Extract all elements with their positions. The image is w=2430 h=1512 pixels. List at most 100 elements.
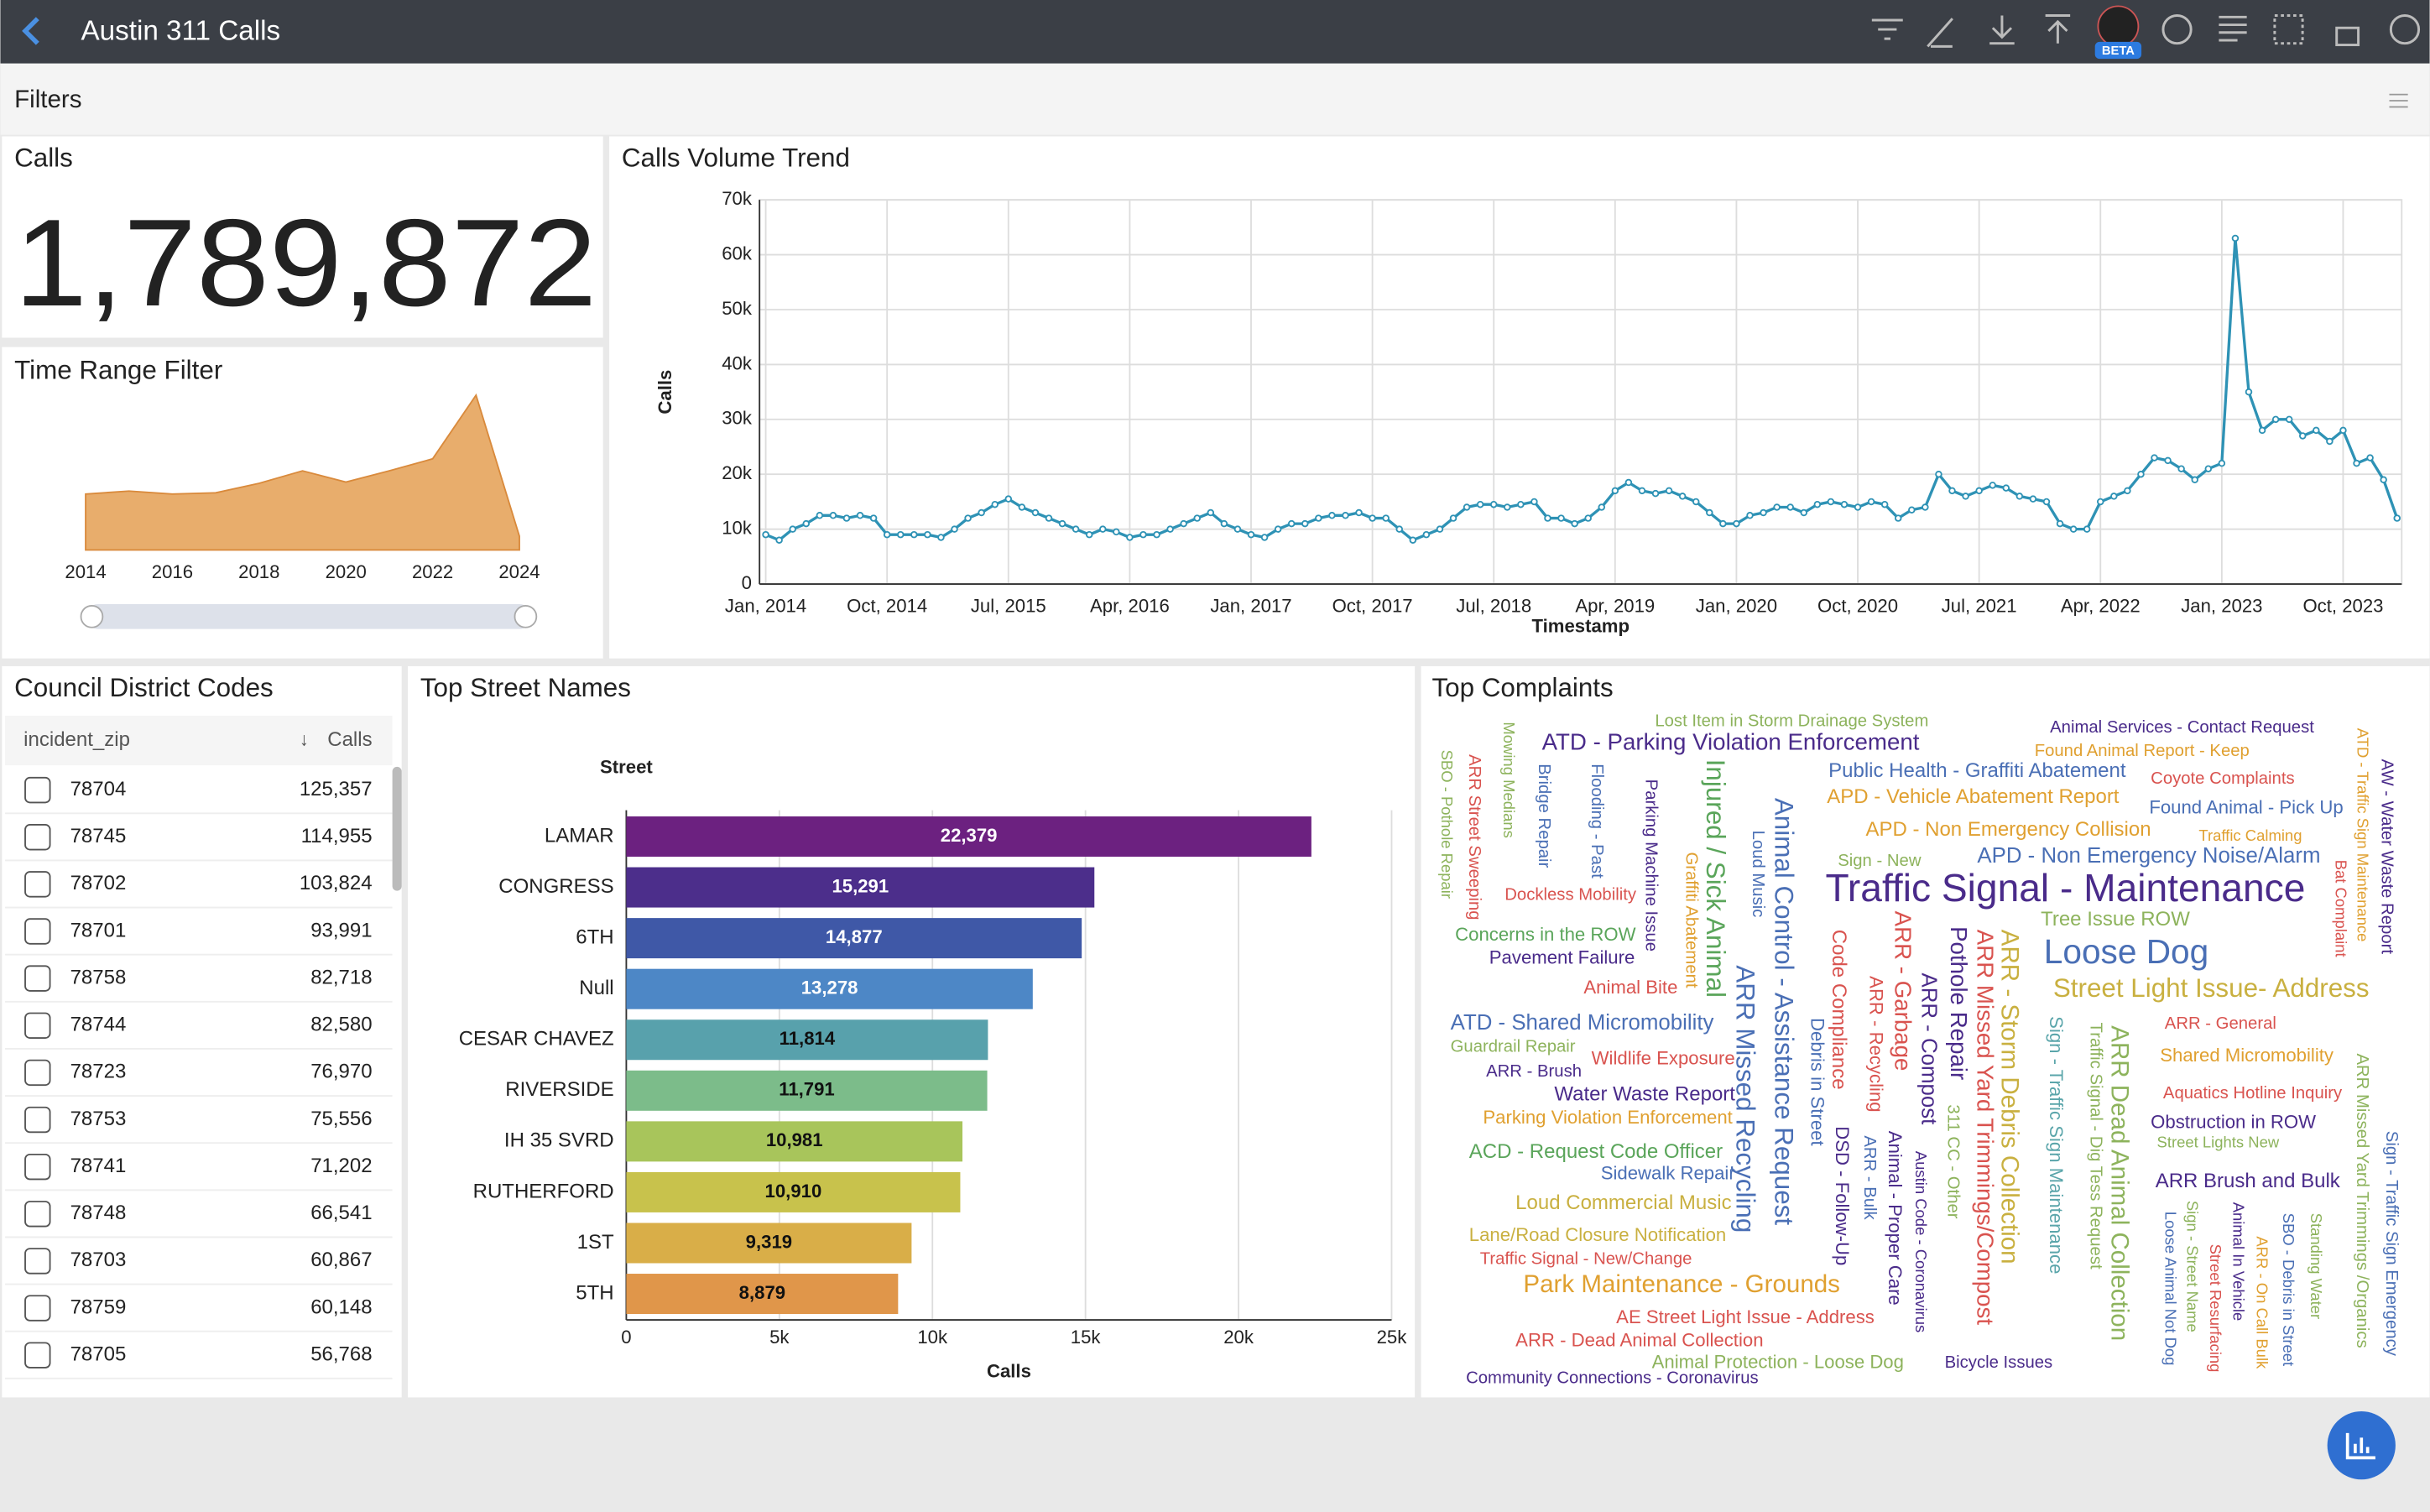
point — [896, 530, 905, 539]
point — [842, 514, 851, 522]
slider-handle[interactable] — [514, 604, 538, 628]
point — [1301, 519, 1309, 528]
word: Mowing Medians — [1500, 722, 1518, 837]
point — [1247, 530, 1255, 539]
x-tick-label: 10k — [917, 1327, 948, 1348]
word: Obstruction in ROW — [2151, 1111, 2316, 1132]
point — [1504, 503, 1511, 511]
checkbox[interactable] — [24, 1295, 51, 1322]
word: ARR Dead Animal Collection — [2106, 1025, 2134, 1341]
checkbox[interactable] — [24, 1201, 51, 1228]
x-tick-label: 5k — [769, 1327, 790, 1348]
word: Traffic Signal - Maintenance — [1825, 866, 2305, 910]
checkbox[interactable] — [24, 776, 51, 804]
checkbox[interactable] — [24, 1342, 51, 1369]
point — [2366, 454, 2374, 461]
list-icon[interactable] — [2219, 15, 2247, 42]
y-axis-title: Street — [600, 757, 653, 778]
district-table: Council District Codes incident_zip ↓ Calls… — [5, 673, 393, 1379]
panel-title: Time Range Filter — [14, 355, 222, 384]
checkbox[interactable] — [24, 1106, 51, 1134]
point — [2124, 487, 2131, 495]
checkbox[interactable] — [24, 824, 51, 851]
word: Pavement Failure — [1489, 947, 1635, 968]
word: Traffic Signal - Dig Tess Request — [2086, 1023, 2104, 1270]
back-button[interactable] — [22, 17, 39, 45]
lock-icon[interactable] — [2335, 26, 2360, 47]
point — [1463, 503, 1471, 511]
scrollbar[interactable] — [392, 766, 402, 891]
grid-icon[interactable] — [2273, 13, 2304, 45]
point — [1746, 512, 1754, 519]
column-header: incident_zip — [23, 728, 130, 751]
word: ARR Missed Yard Trimmings /Organics — [2353, 1053, 2371, 1348]
point — [1517, 500, 1525, 508]
point — [1908, 506, 1916, 514]
point — [1072, 525, 1080, 533]
point — [762, 530, 769, 539]
panel-title: Calls Volume Trend — [622, 143, 850, 172]
point — [1557, 514, 1565, 522]
x-tick-label: Jul, 2015 — [971, 596, 1046, 617]
bar — [626, 1121, 963, 1162]
word: SBO - Pothole Repair — [1438, 750, 1456, 899]
y-tick-label: 10k — [722, 517, 753, 538]
y-tick-label: 40k — [722, 352, 753, 373]
checkbox[interactable] — [24, 918, 51, 945]
panel-title: Council District Codes — [14, 673, 274, 702]
globe-icon[interactable] — [2161, 13, 2193, 45]
point — [924, 530, 931, 539]
table-header — [5, 715, 393, 766]
checkbox[interactable] — [24, 1012, 51, 1039]
point — [2218, 459, 2226, 467]
checkbox[interactable] — [24, 1248, 51, 1275]
settings-icon[interactable] — [1927, 18, 1953, 48]
word: SBO - Debris in Street — [2280, 1213, 2297, 1367]
filters-title[interactable]: Filters — [14, 86, 81, 113]
point — [1760, 508, 1767, 517]
y-tick-label: 0 — [742, 572, 752, 593]
cell: 82,718 — [310, 966, 372, 988]
area — [85, 393, 520, 551]
range-slider[interactable] — [86, 604, 532, 629]
point — [1894, 514, 1902, 522]
word: Flooding - Past — [1588, 764, 1606, 879]
x-tick-label: 2016 — [152, 561, 193, 582]
y-tick-label: IH 35 SVRD — [504, 1129, 614, 1152]
point — [2164, 456, 2172, 465]
checkbox[interactable] — [24, 1153, 51, 1181]
download-icon[interactable] — [1989, 15, 2015, 45]
checkbox[interactable] — [24, 871, 51, 898]
word: Community Connections - Coronavirus — [1466, 1369, 1759, 1388]
point — [1665, 487, 1673, 495]
ai-icon[interactable] — [2097, 5, 2140, 48]
sort-icon: ↓ — [300, 728, 309, 749]
point — [802, 519, 811, 528]
point — [1018, 503, 1026, 511]
filters-menu[interactable] — [2389, 93, 2408, 108]
slider-handle[interactable] — [80, 604, 104, 628]
upload-icon[interactable] — [2045, 13, 2071, 44]
point — [1476, 500, 1484, 508]
word: Loose Dog — [2044, 932, 2208, 971]
bar — [626, 1274, 899, 1315]
checkbox[interactable] — [24, 1059, 51, 1087]
point — [1328, 512, 1336, 519]
help-icon[interactable] — [2389, 13, 2421, 45]
word: ARR - General — [2165, 1014, 2276, 1033]
filter-icon[interactable] — [1871, 18, 1903, 40]
point — [1274, 525, 1282, 533]
point — [789, 525, 796, 533]
word: ACD - Request Code Officer — [1469, 1140, 1723, 1163]
cell: 125,357 — [300, 778, 373, 800]
word: Sign - New — [1838, 852, 1922, 870]
cell: 71,202 — [310, 1155, 372, 1177]
word: Concerns in the ROW — [1455, 924, 1635, 945]
point — [1489, 500, 1498, 508]
point — [2271, 415, 2280, 424]
cell: 56,768 — [310, 1343, 372, 1365]
checkbox[interactable] — [24, 965, 51, 992]
y-tick-label: 30k — [722, 408, 753, 429]
word: Sign - Traffic Sign Maintenance — [2046, 1016, 2067, 1274]
value-label: 13,278 — [801, 978, 858, 998]
